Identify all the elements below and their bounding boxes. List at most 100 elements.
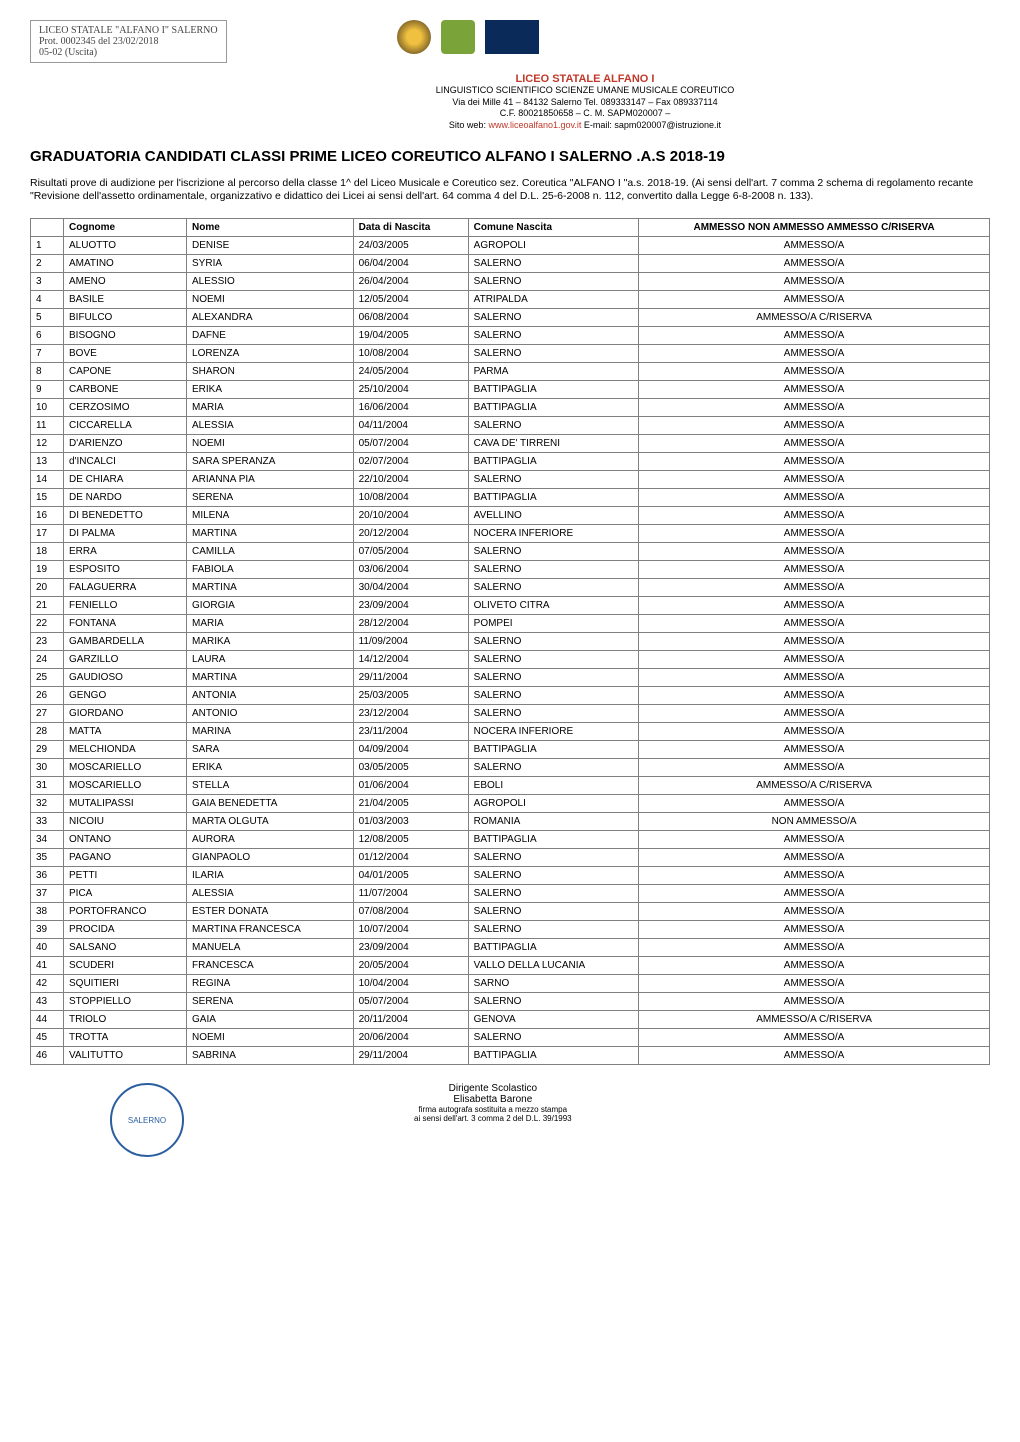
table-row: 39PROCIDAMARTINA FRANCESCA10/07/2004SALE…: [31, 921, 990, 939]
table-row: 8CAPONESHARON24/05/2004PARMAAMMESSO/A: [31, 363, 990, 381]
table-cell: D'ARIENZO: [64, 435, 187, 453]
table-cell: 19/04/2005: [353, 327, 468, 345]
table-cell: MATTA: [64, 723, 187, 741]
table-cell: AMMESSO/A C/RISERVA: [639, 309, 990, 327]
table-cell: 07/08/2004: [353, 903, 468, 921]
table-cell: AMATINO: [64, 255, 187, 273]
table-row: 4BASILENOEMI12/05/2004ATRIPALDAAMMESSO/A: [31, 291, 990, 309]
center-line1: LINGUISTICO SCIENTIFICO SCIENZE UMANE MU…: [180, 85, 990, 97]
table-cell: SALERNO: [468, 345, 639, 363]
table-cell: AMMESSO/A: [639, 633, 990, 651]
table-cell: 04/11/2004: [353, 417, 468, 435]
table-cell: 24/05/2004: [353, 363, 468, 381]
table-row: 31MOSCARIELLOSTELLA01/06/2004EBOLIAMMESS…: [31, 777, 990, 795]
table-cell: 8: [31, 363, 64, 381]
table-cell: 35: [31, 849, 64, 867]
table-cell: BATTIPAGLIA: [468, 399, 639, 417]
table-cell: GIORGIA: [187, 597, 354, 615]
table-cell: DENISE: [187, 237, 354, 255]
table-row: 3AMENOALESSIO26/04/2004SALERNOAMMESSO/A: [31, 273, 990, 291]
table-cell: MUTALIPASSI: [64, 795, 187, 813]
table-cell: AMMESSO/A: [639, 903, 990, 921]
signature-block: Dirigente Scolastico Elisabetta Barone f…: [414, 1083, 572, 1123]
table-cell: SALERNO: [468, 867, 639, 885]
table-cell: BATTIPAGLIA: [468, 1047, 639, 1065]
table-row: 42SQUITIERIREGINA10/04/2004SARNOAMMESSO/…: [31, 975, 990, 993]
table-row: 14DE CHIARAARIANNA PIA22/10/2004SALERNOA…: [31, 471, 990, 489]
table-cell: 11/07/2004: [353, 885, 468, 903]
table-cell: 29/11/2004: [353, 1047, 468, 1065]
sign-name: Elisabetta Barone: [414, 1094, 572, 1105]
table-cell: FALAGUERRA: [64, 579, 187, 597]
table-cell: AMMESSO/A: [639, 435, 990, 453]
table-cell: PORTOFRANCO: [64, 903, 187, 921]
table-cell: VALLO DELLA LUCANIA: [468, 957, 639, 975]
table-cell: TROTTA: [64, 1029, 187, 1047]
table-cell: 30/04/2004: [353, 579, 468, 597]
table-cell: 01/06/2004: [353, 777, 468, 795]
table-row: 11CICCARELLAALESSIA04/11/2004SALERNOAMME…: [31, 417, 990, 435]
table-cell: ESPOSITO: [64, 561, 187, 579]
table-cell: SYRIA: [187, 255, 354, 273]
table-row: 44TRIOLOGAIA20/11/2004GENOVAAMMESSO/A C/…: [31, 1011, 990, 1029]
table-cell: 36: [31, 867, 64, 885]
table-cell: ARIANNA PIA: [187, 471, 354, 489]
table-row: 23GAMBARDELLAMARIKA11/09/2004SALERNOAMME…: [31, 633, 990, 651]
table-cell: 05/07/2004: [353, 435, 468, 453]
table-row: 37PICAALESSIA11/07/2004SALERNOAMMESSO/A: [31, 885, 990, 903]
table-cell: CERZOSIMO: [64, 399, 187, 417]
table-cell: FONTANA: [64, 615, 187, 633]
table-cell: ONTANO: [64, 831, 187, 849]
table-cell: AMMESSO/A: [639, 507, 990, 525]
table-cell: SQUITIERI: [64, 975, 187, 993]
table-cell: SALERNO: [468, 885, 639, 903]
page-title: GRADUATORIA CANDIDATI CLASSI PRIME LICEO…: [30, 148, 990, 165]
table-cell: MILENA: [187, 507, 354, 525]
prot-line1: LICEO STATALE "ALFANO I" SALERNO: [39, 25, 218, 36]
table-cell: AMMESSO/A: [639, 327, 990, 345]
table-row: 35PAGANOGIANPAOLO01/12/2004SALERNOAMMESS…: [31, 849, 990, 867]
table-row: 21FENIELLOGIORGIA23/09/2004OLIVETO CITRA…: [31, 597, 990, 615]
table-cell: SHARON: [187, 363, 354, 381]
logo-fse-icon: [485, 20, 539, 54]
center-line4-pre: Sito web:: [449, 120, 489, 130]
table-cell: MARIA: [187, 615, 354, 633]
table-cell: 03/06/2004: [353, 561, 468, 579]
table-cell: ROMANIA: [468, 813, 639, 831]
table-cell: 14: [31, 471, 64, 489]
table-cell: 16: [31, 507, 64, 525]
table-cell: OLIVETO CITRA: [468, 597, 639, 615]
table-cell: 41: [31, 957, 64, 975]
table-cell: SALERNO: [468, 579, 639, 597]
table-cell: 23/09/2004: [353, 939, 468, 957]
center-line3: C.F. 80021850658 – C. M. SAPM020007 –: [180, 108, 990, 120]
table-cell: 21: [31, 597, 64, 615]
table-cell: NOCERA INFERIORE: [468, 525, 639, 543]
stamp-icon: SALERNO: [110, 1083, 184, 1157]
table-cell: MARTINA FRANCESCA: [187, 921, 354, 939]
table-cell: 42: [31, 975, 64, 993]
table-cell: 25/03/2005: [353, 687, 468, 705]
table-cell: BATTIPAGLIA: [468, 489, 639, 507]
table-cell: MARTINA: [187, 579, 354, 597]
table-row: 10CERZOSIMOMARIA16/06/2004BATTIPAGLIAAMM…: [31, 399, 990, 417]
table-cell: SALERNO: [468, 561, 639, 579]
table-row: 13d'INCALCISARA SPERANZA02/07/2004BATTIP…: [31, 453, 990, 471]
table-cell: 01/12/2004: [353, 849, 468, 867]
table-row: 28MATTAMARINA23/11/2004NOCERA INFERIOREA…: [31, 723, 990, 741]
table-cell: GENGO: [64, 687, 187, 705]
table-cell: CAMILLA: [187, 543, 354, 561]
table-cell: SALERNO: [468, 417, 639, 435]
table-cell: NOEMI: [187, 435, 354, 453]
table-cell: 20/12/2004: [353, 525, 468, 543]
table-cell: 26: [31, 687, 64, 705]
table-cell: AVELLINO: [468, 507, 639, 525]
table-cell: ALESSIO: [187, 273, 354, 291]
table-cell: AMMESSO/A: [639, 255, 990, 273]
table-row: 15DE NARDOSERENA10/08/2004BATTIPAGLIAAMM…: [31, 489, 990, 507]
table-cell: AMMESSO/A: [639, 921, 990, 939]
table-cell: 39: [31, 921, 64, 939]
table-cell: ESTER DONATA: [187, 903, 354, 921]
table-row: 5BIFULCOALEXANDRA06/08/2004SALERNOAMMESS…: [31, 309, 990, 327]
table-cell: AMMESSO/A: [639, 417, 990, 435]
